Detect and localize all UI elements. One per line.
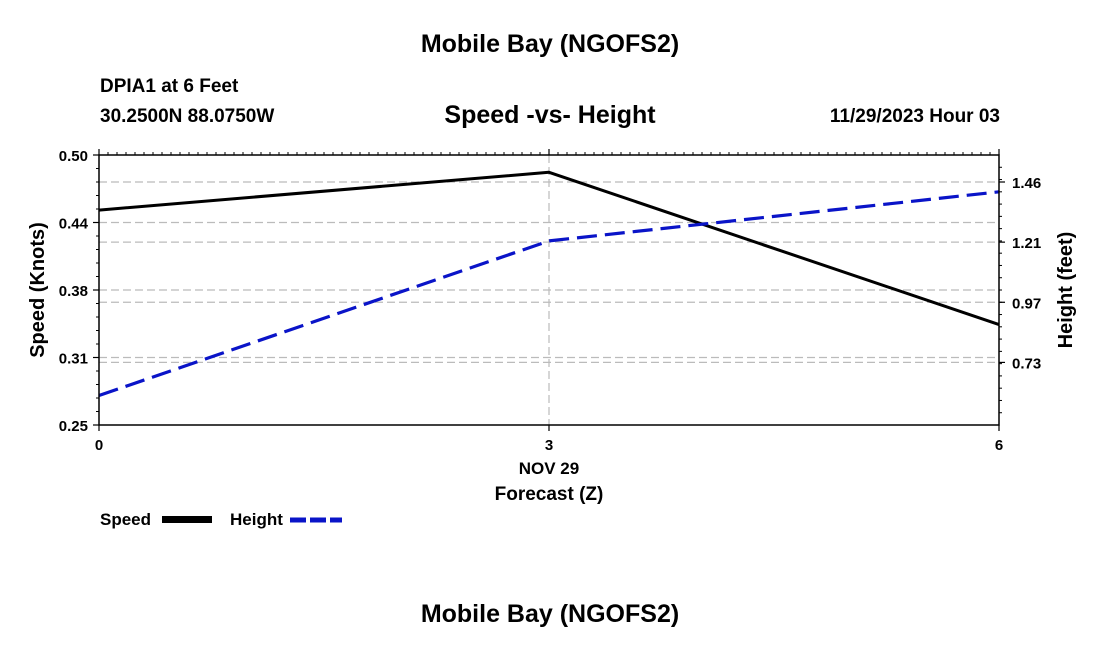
y-right-tick-label: 1.21: [1012, 235, 1041, 252]
station-coordinates: 30.2500N 88.0750W: [100, 106, 275, 127]
series-line-speed: [98, 170, 1000, 326]
x-tick-label: 0: [95, 437, 103, 454]
tick-labels: 0.50 0.44 0.38 0.31 0.25 1.46 1.21 0.97 0.73 0 3 6: [59, 148, 1041, 454]
y-left-axis-title: Speed (Knots): [27, 222, 49, 358]
legend-speed-label: Speed: [100, 510, 152, 529]
ticks: [93, 149, 1005, 431]
page-title: Mobile Bay (NGOFS2): [420, 30, 680, 58]
legend-height-swatch: [290, 517, 342, 523]
y-left-tick-label: 0.50: [59, 148, 88, 165]
legend-speed-swatch: [162, 516, 212, 523]
page-title-bottom: Mobile Bay (NGOFS2): [420, 600, 680, 628]
station-label: DPIA1 at 6 Feet: [100, 76, 239, 97]
legend-height-label: Height: [230, 510, 283, 529]
x-tick-label: 3: [545, 437, 553, 454]
y-right-axis-title: Height (feet): [1055, 232, 1077, 349]
chart-title: Speed -vs- Height: [444, 101, 656, 129]
x-axis-title: Forecast (Z): [495, 484, 604, 505]
y-left-tick-label: 0.38: [59, 283, 88, 300]
y-left-tick-label: 0.44: [59, 216, 89, 233]
grid: [99, 155, 999, 425]
y-left-tick-label: 0.25: [59, 418, 88, 435]
x-date-label: NOV 29: [519, 459, 579, 478]
forecast-datetime: 11/29/2023 Hour 03: [829, 106, 1000, 127]
y-right-tick-label: 0.97: [1012, 295, 1041, 312]
x-tick-label: 6: [995, 437, 1003, 454]
y-right-tick-label: 0.73: [1012, 355, 1041, 372]
y-left-tick-label: 0.31: [59, 351, 88, 368]
series-layer: [98, 170, 1000, 398]
y-right-tick-label: 1.46: [1012, 175, 1041, 192]
speed-height-chart: 0.500.440.380.310.251.461.210.970.730 3 6 …: [27, 148, 1077, 505]
series-line-height: [98, 190, 1000, 398]
